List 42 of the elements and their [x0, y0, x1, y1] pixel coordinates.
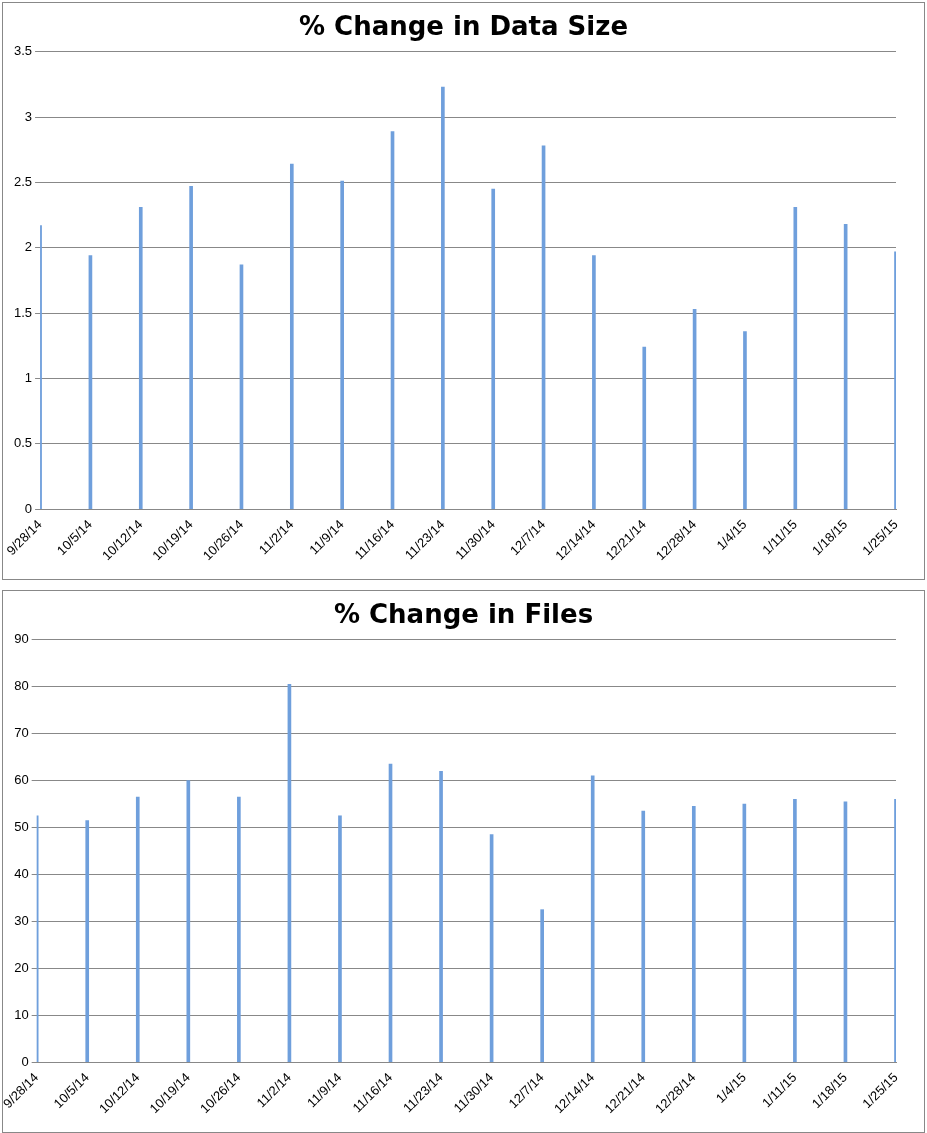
bar	[85, 820, 90, 1063]
bar	[186, 780, 191, 1063]
y-tick-label: 3	[24, 108, 33, 124]
y-tick-label: 10	[14, 1006, 29, 1022]
bar	[138, 206, 143, 510]
y-tick-label: 2	[24, 239, 33, 255]
bar	[340, 180, 344, 510]
bar	[590, 775, 595, 1063]
y-tick-label: 0.5	[13, 435, 33, 451]
bar	[439, 770, 443, 1063]
bar	[743, 331, 747, 510]
y-tick-label: 90	[14, 631, 29, 647]
y-tick-label: 70	[14, 725, 29, 741]
bar	[135, 796, 140, 1063]
bar	[338, 815, 342, 1063]
y-tick-label: 1.5	[13, 304, 33, 320]
y-tick-label: 50	[14, 819, 29, 835]
chart-title: % Change in Files	[332, 599, 595, 629]
y-tick-label: 0	[24, 500, 33, 516]
bar	[441, 86, 445, 510]
y-tick-label: 60	[14, 772, 29, 788]
bar	[642, 346, 647, 510]
y-tick-label: 80	[14, 678, 29, 694]
bar	[793, 799, 797, 1063]
bar	[793, 206, 798, 510]
bar	[540, 909, 544, 1063]
y-tick-label: 40	[14, 866, 29, 882]
bar	[289, 163, 294, 510]
y-tick-label: 30	[14, 912, 29, 928]
bar	[237, 796, 241, 1063]
y-tick-label: 3.5	[13, 43, 33, 59]
bar	[592, 255, 596, 510]
y-tick-label: 0	[21, 1053, 29, 1069]
y-tick-label: 1	[24, 370, 33, 386]
bar	[189, 186, 193, 510]
chart-title: % Change in Data Size	[297, 11, 630, 41]
bar	[641, 810, 646, 1063]
y-tick-label: 20	[14, 959, 29, 975]
bar	[491, 188, 496, 510]
y-tick-label: 2.5	[13, 174, 33, 190]
bar	[691, 806, 696, 1063]
bar	[36, 815, 39, 1063]
